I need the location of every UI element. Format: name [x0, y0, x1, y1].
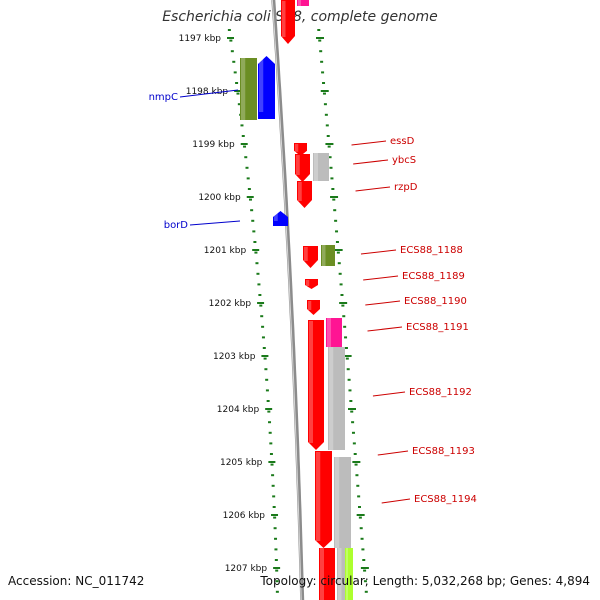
map-title: Escherichia coli S88, complete genome: [162, 9, 438, 25]
feature-reverse-cds: [281, 0, 295, 44]
gene-label-right: ECS88_1194: [414, 494, 477, 505]
feature-ECS88-1191-magenta-shine: [327, 318, 331, 347]
tick-label: 1206 kbp: [223, 511, 266, 521]
feature-ECS88-1188-other: [321, 245, 335, 266]
feature-ECS88-1193: [315, 451, 332, 548]
feature-bottom-gray-shine: [338, 548, 342, 600]
feature-ECS88-1194-gray: [334, 457, 351, 548]
gene-label-right: ECS88_1188: [400, 245, 463, 256]
genome-backbone: [271, 0, 305, 600]
feature-forward-other-shine: [241, 58, 246, 120]
label-leader-left: [189, 220, 241, 226]
feature-ECS88-1190-shine: [308, 301, 312, 310]
feature-ECS88-1194-gray-shine: [335, 457, 340, 548]
tick-label: 1202 kbp: [209, 299, 252, 309]
feature-essD-shine: [295, 144, 299, 152]
label-leader-right: [365, 300, 401, 306]
label-leader-right: [351, 140, 387, 146]
gene-label-right: ECS88_1192: [409, 387, 472, 398]
tick-label: 1205 kbp: [220, 458, 263, 468]
feature-bottom-cds: [319, 548, 335, 600]
accession-text: Accession: NC_011742: [8, 574, 145, 588]
feature-ECS88-1192-gray: [328, 347, 345, 450]
feature-ECS88-1189-shine: [306, 280, 310, 286]
feature-ECS88-1192-gray-shine: [329, 347, 334, 450]
tick-label: 1197 kbp: [179, 34, 222, 44]
feature-bottom-lime-shine: [346, 548, 348, 600]
tick-label: 1204 kbp: [217, 405, 260, 415]
gene-label-right: rzpD: [394, 182, 418, 193]
feature-reverse-cds-shine: [282, 1, 286, 37]
tick-label: 1203 kbp: [213, 352, 256, 362]
label-leader-right: [355, 186, 391, 192]
feature-reverse-other-shine: [298, 0, 301, 6]
gene-label-left: nmpC: [149, 92, 178, 103]
feature-reverse-other: [297, 0, 309, 6]
gene-label-right: ECS88_1193: [412, 446, 475, 457]
feature-ybcS: [295, 154, 310, 182]
feature-ECS88-1189: [305, 279, 318, 289]
feature-borD: [273, 211, 288, 226]
label-leader-right: [360, 249, 397, 255]
feature-rzpD: [297, 181, 312, 208]
label-leader-left: [179, 89, 239, 98]
feature-nmpC: [258, 56, 275, 119]
feature-ybcS-gray: [313, 153, 329, 181]
feature-ECS88-1188: [303, 246, 318, 268]
feature-ECS88-1191-magenta: [326, 318, 342, 347]
feature-ECS88-1188-other-shine: [322, 245, 326, 266]
gene-label-left: borD: [164, 220, 189, 231]
feature-bottom-lime: [345, 548, 353, 600]
feature-ECS88-1193-shine: [316, 452, 321, 541]
feature-ybcS-shine: [296, 155, 300, 175]
label-leader-right: [363, 275, 399, 281]
feature-essD: [294, 143, 307, 156]
label-leader-right: [367, 326, 403, 332]
gene-label-right: ECS88_1189: [402, 271, 465, 282]
feature-ybcS-gray-shine: [314, 153, 318, 181]
gene-label-right: essD: [390, 136, 415, 147]
gene-label-right: ECS88_1190: [404, 296, 467, 307]
feature-ECS88-1191-shine: [309, 321, 313, 443]
label-leader-right: [353, 159, 389, 165]
feature-borD-shine: [274, 212, 278, 221]
label-leader-right: [381, 498, 411, 504]
feature-ECS88-1188-shine: [304, 247, 308, 261]
feature-forward-other: [240, 58, 257, 120]
topology-text: Topology: circular; Length: 5,032,268 bp…: [260, 574, 590, 588]
genome-backbone-highlight: [271, 0, 302, 600]
tick-label: 1207 kbp: [225, 564, 268, 574]
tick-label: 1199 kbp: [192, 140, 235, 150]
feature-rzpD-shine: [298, 182, 302, 201]
tick-label: 1201 kbp: [204, 246, 247, 256]
gene-label-right: ybcS: [392, 155, 416, 166]
label-leader-right: [377, 450, 409, 456]
gene-label-right: ECS88_1191: [406, 322, 469, 333]
tick-label: 1200 kbp: [198, 193, 241, 203]
tick-label: 1198 kbp: [186, 87, 229, 97]
label-leader-right: [372, 391, 406, 397]
feature-ECS88-1191: [308, 320, 324, 450]
feature-nmpC-shine: [259, 57, 264, 112]
feature-bottom-cds-shine: [320, 548, 324, 600]
feature-ECS88-1190: [307, 300, 320, 315]
